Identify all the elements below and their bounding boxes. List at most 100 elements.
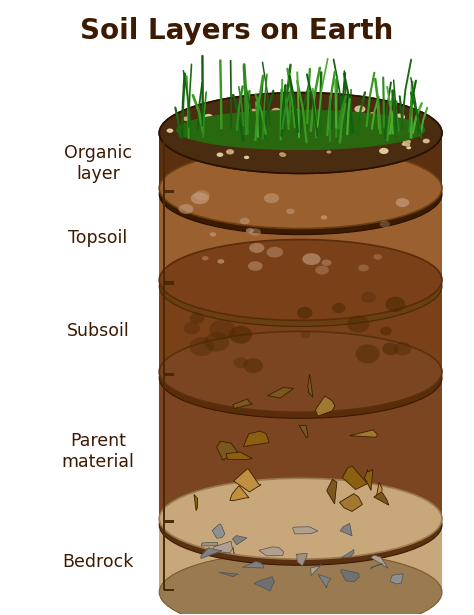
Ellipse shape [402, 139, 411, 145]
Ellipse shape [380, 221, 390, 228]
Polygon shape [244, 431, 269, 446]
Polygon shape [219, 573, 238, 577]
Ellipse shape [404, 143, 410, 146]
Ellipse shape [190, 312, 205, 323]
Ellipse shape [190, 337, 214, 356]
Ellipse shape [196, 137, 201, 140]
Ellipse shape [196, 131, 205, 137]
Polygon shape [214, 541, 232, 553]
Ellipse shape [159, 485, 442, 565]
Polygon shape [233, 399, 252, 408]
Ellipse shape [406, 146, 411, 149]
Text: Topsoil: Topsoil [68, 229, 128, 247]
Ellipse shape [266, 247, 283, 258]
Ellipse shape [191, 192, 209, 204]
Polygon shape [296, 554, 307, 566]
Polygon shape [340, 523, 352, 536]
Polygon shape [159, 280, 442, 378]
Polygon shape [411, 372, 442, 525]
Ellipse shape [159, 240, 442, 320]
Ellipse shape [159, 148, 442, 229]
Ellipse shape [346, 113, 356, 119]
Ellipse shape [321, 215, 327, 220]
Ellipse shape [346, 112, 352, 116]
Polygon shape [233, 547, 234, 554]
Polygon shape [234, 469, 261, 492]
Polygon shape [159, 188, 442, 286]
Polygon shape [201, 548, 222, 558]
Polygon shape [341, 569, 359, 582]
Ellipse shape [361, 292, 376, 303]
Ellipse shape [246, 228, 254, 233]
Ellipse shape [394, 342, 411, 355]
Ellipse shape [204, 114, 213, 120]
Ellipse shape [159, 338, 442, 418]
Polygon shape [371, 563, 383, 569]
Ellipse shape [327, 151, 331, 154]
Polygon shape [390, 574, 403, 584]
Ellipse shape [297, 307, 312, 319]
Polygon shape [226, 452, 252, 459]
Ellipse shape [356, 344, 380, 363]
Ellipse shape [244, 156, 249, 159]
Ellipse shape [286, 208, 295, 214]
Polygon shape [159, 518, 442, 592]
Ellipse shape [204, 332, 229, 352]
Ellipse shape [383, 343, 399, 355]
Polygon shape [411, 518, 442, 592]
Polygon shape [411, 133, 442, 194]
Ellipse shape [347, 315, 369, 333]
Ellipse shape [159, 331, 442, 412]
Ellipse shape [374, 254, 382, 260]
Polygon shape [327, 479, 337, 504]
Ellipse shape [379, 148, 389, 154]
Polygon shape [350, 430, 378, 437]
Polygon shape [194, 494, 198, 510]
Ellipse shape [210, 320, 235, 339]
Polygon shape [308, 375, 313, 397]
Polygon shape [212, 524, 225, 538]
Text: Bedrock: Bedrock [62, 552, 134, 571]
Ellipse shape [249, 243, 264, 253]
Ellipse shape [159, 552, 442, 615]
Ellipse shape [251, 109, 256, 112]
Polygon shape [201, 542, 218, 546]
Ellipse shape [194, 190, 210, 200]
Polygon shape [217, 441, 237, 460]
Ellipse shape [385, 296, 405, 312]
Ellipse shape [264, 193, 279, 203]
Ellipse shape [159, 154, 442, 235]
Polygon shape [292, 527, 318, 534]
Ellipse shape [401, 143, 407, 146]
Polygon shape [365, 469, 373, 490]
Polygon shape [232, 536, 247, 545]
Ellipse shape [217, 153, 223, 157]
Ellipse shape [322, 260, 331, 266]
Ellipse shape [240, 218, 250, 224]
Ellipse shape [395, 114, 405, 121]
Polygon shape [371, 555, 388, 568]
Ellipse shape [166, 129, 173, 133]
Ellipse shape [182, 116, 190, 121]
Polygon shape [299, 426, 308, 438]
Ellipse shape [302, 253, 320, 265]
Ellipse shape [354, 105, 365, 113]
Ellipse shape [229, 326, 252, 344]
Polygon shape [159, 280, 191, 378]
Ellipse shape [179, 204, 193, 214]
Polygon shape [339, 494, 363, 512]
Polygon shape [341, 550, 354, 558]
Ellipse shape [358, 264, 369, 271]
Polygon shape [159, 133, 191, 194]
Ellipse shape [332, 303, 345, 313]
Polygon shape [310, 565, 321, 576]
Polygon shape [376, 482, 382, 497]
Ellipse shape [248, 261, 263, 271]
Ellipse shape [159, 245, 442, 327]
Ellipse shape [218, 259, 224, 264]
Text: Subsoil: Subsoil [67, 322, 129, 339]
Polygon shape [315, 396, 335, 416]
Ellipse shape [226, 149, 234, 154]
Ellipse shape [249, 228, 261, 236]
Polygon shape [259, 547, 283, 556]
